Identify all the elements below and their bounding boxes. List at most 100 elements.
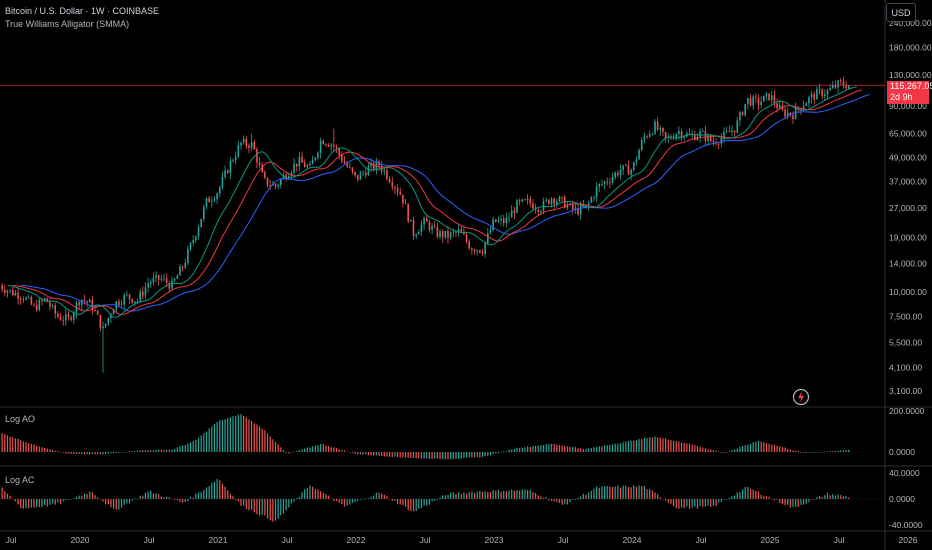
histogram-bar [521, 489, 523, 499]
histogram-bar [420, 499, 423, 509]
histogram-bar [57, 450, 59, 452]
candle-body [741, 112, 744, 115]
y-tick-label: 180,000.00 [889, 42, 932, 52]
candle-body [59, 317, 62, 321]
histogram-bar [442, 452, 444, 459]
histogram-bar [627, 441, 630, 452]
histogram-bar [54, 450, 56, 452]
histogram-bar [816, 452, 818, 453]
histogram-bar [495, 452, 497, 454]
histogram-bar [365, 498, 367, 500]
candle-body [25, 297, 27, 300]
histogram-bar [428, 452, 431, 459]
flash-icon[interactable] [792, 388, 810, 406]
histogram-bar [534, 492, 537, 499]
histogram-bar [821, 451, 823, 453]
histogram-bar [296, 451, 298, 452]
histogram-bar [415, 499, 417, 512]
histogram-bar [65, 499, 67, 501]
histogram-bar [803, 499, 805, 505]
candle-body [662, 127, 664, 132]
histogram-bar [840, 450, 842, 452]
histogram-bar [662, 438, 664, 452]
histogram-bar [603, 486, 606, 499]
candle-body [532, 203, 534, 209]
histogram-bar [301, 449, 303, 452]
histogram-bar [410, 452, 412, 459]
histogram-bar [362, 452, 364, 455]
alligator-lips-line [7, 86, 857, 318]
histogram-bar [110, 452, 112, 454]
candle-body [558, 196, 561, 202]
candle-body [14, 292, 17, 296]
candle-body [298, 156, 301, 167]
histogram-bar [120, 452, 123, 453]
histogram-bar [325, 445, 327, 452]
histogram-bar [277, 499, 279, 519]
candle-body [184, 262, 187, 268]
histogram-bar [290, 499, 293, 504]
candle-body [502, 218, 505, 224]
histogram-bar [731, 450, 733, 452]
candle-body [388, 178, 391, 183]
histogram-bar [78, 452, 80, 454]
histogram-bar [306, 447, 308, 452]
histogram-bar [728, 451, 730, 452]
candle-body [317, 152, 319, 158]
histogram-bar [418, 452, 420, 459]
candle-body [800, 109, 802, 111]
histogram-bar [649, 437, 651, 452]
histogram-bar [235, 416, 237, 452]
histogram-bar [561, 499, 563, 505]
histogram-bar [158, 449, 160, 452]
candle-body [41, 299, 43, 301]
histogram-bar [606, 445, 608, 452]
candle-body [816, 88, 818, 100]
candle-body [468, 241, 471, 249]
histogram-bar [386, 496, 388, 499]
histogram-bar [707, 449, 709, 452]
histogram-bar [619, 443, 622, 452]
histogram-bar [688, 443, 691, 452]
histogram-bar [503, 491, 505, 499]
histogram-bar [17, 499, 19, 505]
histogram-bar [840, 495, 842, 499]
histogram-bar [816, 497, 818, 499]
histogram-bar [534, 445, 537, 452]
histogram-bar [49, 499, 51, 505]
currency-button[interactable]: USD [886, 3, 916, 22]
candle-body [433, 226, 436, 228]
histogram-bar [818, 496, 821, 499]
candle-body [784, 109, 786, 117]
histogram-bar [654, 436, 656, 452]
histogram-bar [516, 489, 518, 499]
x-tick-label: 2024 [623, 535, 642, 545]
histogram-bar [195, 439, 197, 452]
candle-body [96, 310, 99, 315]
histogram-bar [407, 452, 409, 458]
histogram-bar [333, 499, 335, 501]
candle-body [17, 292, 19, 299]
candle-body [131, 298, 133, 303]
histogram-bar [381, 493, 383, 499]
histogram-bar [473, 452, 476, 458]
candle-body [242, 139, 245, 143]
histogram-bar [651, 490, 653, 499]
histogram-bar [527, 489, 529, 499]
histogram-bar [521, 447, 523, 452]
histogram-bar [107, 452, 109, 454]
histogram-bar [757, 491, 760, 499]
histogram-bar [495, 490, 497, 499]
candle-body [200, 218, 202, 228]
histogram-bar [781, 447, 783, 452]
candle-body [346, 163, 348, 167]
candle-body [197, 227, 200, 237]
histogram-bar [731, 496, 733, 499]
candle-body [394, 186, 396, 189]
histogram-bar [248, 419, 250, 452]
histogram-bar [38, 499, 40, 508]
histogram-bar [184, 444, 186, 452]
histogram-bar [296, 498, 298, 499]
x-tick-label: 2026 [899, 535, 918, 545]
